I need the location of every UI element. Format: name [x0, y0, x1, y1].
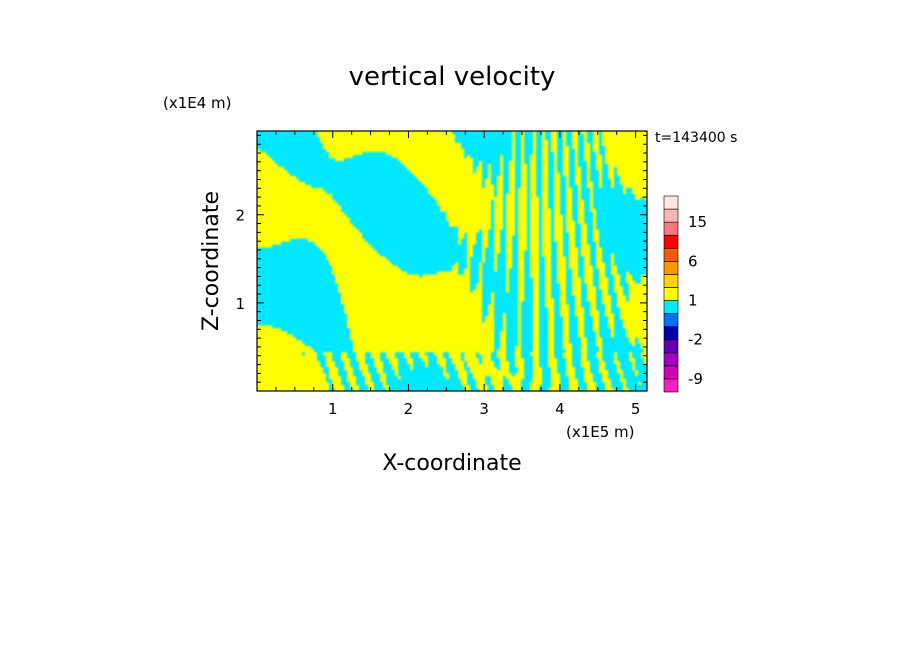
colorbar-segment [663, 365, 679, 380]
colorbar-segment [663, 287, 679, 301]
x-tick-label: 2 [404, 400, 414, 418]
colorbar-segment [663, 261, 679, 275]
colorbar-label: 15 [688, 213, 707, 231]
colorbar-label: 6 [688, 252, 698, 270]
colorbar: 15 6 1 -2 -9 [663, 195, 707, 393]
velocity-field-image [257, 131, 647, 391]
colorbar-label: 1 [688, 292, 698, 310]
x-scale-label: (x1E5 m) [566, 423, 635, 441]
y-tick-label: 1 [235, 295, 245, 313]
y-tick-label: 2 [235, 207, 245, 225]
colorbar-segment [663, 221, 679, 236]
colorbar-label: -9 [688, 370, 703, 388]
y-axis-title: Z-coordinate [199, 191, 224, 331]
colorbar-segment [663, 195, 679, 210]
y-scale-label: (x1E4 m) [163, 94, 232, 112]
colorbar-segment [663, 378, 679, 393]
colorbar-segment [663, 247, 679, 262]
time-label: t=143400 s [655, 130, 737, 146]
colorbar-segment [663, 352, 679, 367]
plot-frame [256, 130, 648, 392]
chart-title: vertical velocity [349, 62, 556, 92]
colorbar-segment [663, 208, 679, 223]
y-axis: 12 [235, 134, 647, 383]
colorbar-segment [663, 300, 679, 314]
colorbar-segment [663, 274, 679, 288]
colorbar-segment [663, 313, 679, 327]
colorbar-label: -2 [688, 331, 703, 349]
x-tick-label: 4 [555, 400, 565, 418]
x-tick-label: 5 [631, 400, 641, 418]
x-axis: 1 2 3 4 5 [275, 131, 641, 418]
colorbar-segment [663, 339, 679, 354]
colorbar-segment [663, 326, 679, 341]
x-tick-label: 3 [479, 400, 489, 418]
x-axis-title: X-coordinate [382, 451, 521, 476]
x-tick-label: 1 [328, 400, 338, 418]
velocity-field [257, 131, 647, 391]
colorbar-segment [663, 234, 679, 249]
